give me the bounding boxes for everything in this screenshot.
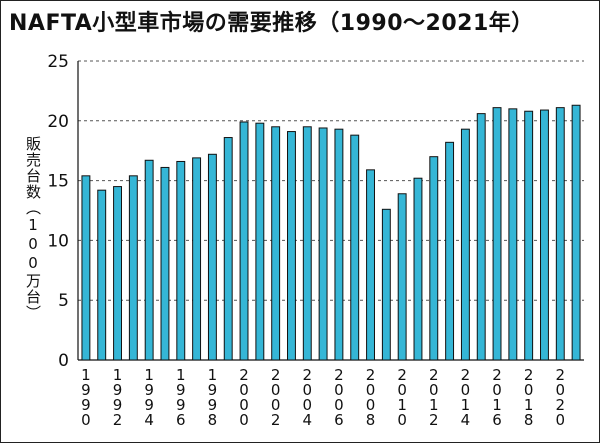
bar: [271, 126, 281, 361]
bar: [460, 128, 470, 361]
y-axis-label: 販売台数（100万台）: [24, 136, 42, 321]
bar: [176, 160, 186, 361]
y-tick-label: 5: [58, 291, 69, 311]
bar: [192, 157, 202, 361]
bar: [350, 134, 360, 361]
bar: [571, 104, 581, 361]
bar: [255, 122, 265, 361]
chart-title: NAFTA小型車市場の需要推移（1990～2021年）: [9, 11, 534, 36]
bar: [555, 107, 565, 361]
bar: [524, 110, 534, 361]
bar: [239, 121, 249, 361]
bar: [413, 177, 423, 361]
bar: [334, 128, 344, 361]
bar: [492, 107, 502, 361]
bar: [287, 131, 296, 361]
bar: [429, 156, 439, 361]
bar: [160, 166, 170, 361]
bar: [540, 109, 549, 361]
bar: [476, 113, 486, 361]
y-tick-label: 20: [47, 112, 69, 132]
bar: [397, 193, 407, 361]
y-tick-label: 0: [58, 351, 69, 371]
bar: [223, 137, 233, 361]
bar: [508, 108, 518, 361]
bar: [81, 175, 91, 361]
bar: [144, 159, 154, 361]
bar: [128, 175, 138, 361]
bar: [207, 153, 217, 361]
bar: [113, 186, 122, 361]
y-tick-label: 15: [47, 172, 69, 192]
y-tick-label: 10: [47, 231, 69, 251]
y-tick-label: 25: [47, 52, 69, 72]
bar: [302, 126, 312, 361]
bar: [381, 208, 391, 361]
bar: [97, 189, 107, 361]
bar: [318, 127, 328, 361]
bar: [366, 169, 375, 361]
bar: [445, 141, 455, 361]
